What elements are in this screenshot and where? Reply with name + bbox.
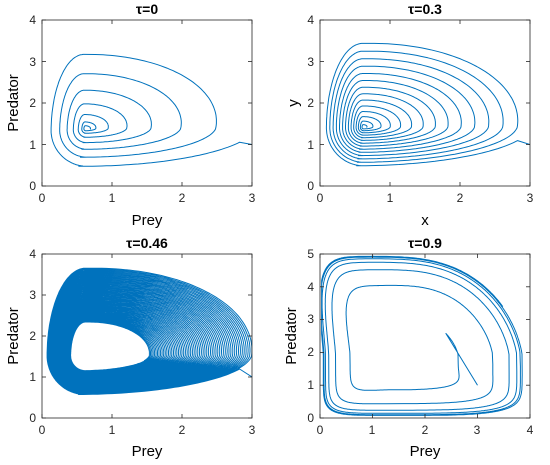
panel-3-xlabel: Prey xyxy=(132,443,163,460)
panel-2-xtick-0: 0 xyxy=(317,191,324,205)
panel-2-ytick-0: 0 xyxy=(307,179,314,193)
panel-4-ytick-5: 5 xyxy=(307,247,314,261)
panel-3-ytick-2: 2 xyxy=(29,329,36,343)
panel-4-xtick-1: 1 xyxy=(369,423,376,437)
panel-2-ytick-2: 2 xyxy=(307,96,314,110)
panel-3-ytick-1: 1 xyxy=(29,370,36,384)
panel-3-ytick-3: 3 xyxy=(29,288,36,302)
panel-1-xtick-0: 0 xyxy=(39,191,46,205)
panel-2-trajectory xyxy=(325,42,530,167)
panel-2-xtick-1: 1 xyxy=(387,191,394,205)
panel-1-trajectory xyxy=(50,53,252,167)
panel-2-xtick-3: 3 xyxy=(527,191,534,205)
panel-4: τ=0.9 0 1 2 3 4 0 1 2 3 4 5 Prey Predato… xyxy=(283,235,534,460)
panel-4-xtick-2: 2 xyxy=(422,423,429,437)
panel-3-ytick-0: 0 xyxy=(29,411,36,425)
panel-3-ylabel: Predator xyxy=(5,307,22,365)
panel-1-xtick-3: 3 xyxy=(249,191,256,205)
panel-1-ylabel: Predator xyxy=(5,74,22,132)
panel-3: τ=0.46 0 1 2 3 0 1 2 3 4 Prey Predator xyxy=(5,235,256,460)
panel-3-xtick-0: 0 xyxy=(39,423,46,437)
panel-4-ytick-4: 4 xyxy=(307,280,314,294)
panel-4-ytick-1: 1 xyxy=(307,378,314,392)
panel-1-ytick-2: 2 xyxy=(29,96,36,110)
panel-4-xtick-4: 4 xyxy=(527,423,534,437)
panel-1-ytick-3: 3 xyxy=(29,55,36,69)
panel-4-ytick-0: 0 xyxy=(307,411,314,425)
panel-1-ytick-1: 1 xyxy=(29,138,36,152)
panel-2-ytick-3: 3 xyxy=(307,55,314,69)
panel-1-title: τ=0 xyxy=(136,1,158,17)
panel-2-title: τ=0.3 xyxy=(408,1,442,17)
panel-3-trajectory xyxy=(46,267,252,395)
panel-1-ytick-0: 0 xyxy=(29,179,36,193)
panel-4-ytick-3: 3 xyxy=(307,312,314,326)
panel-4-xtick-3: 3 xyxy=(474,423,481,437)
panel-4-xtick-0: 0 xyxy=(317,423,324,437)
panel-4-ylabel: Predator xyxy=(283,307,300,365)
panel-1: τ=0 0 1 2 3 0 1 2 3 4 Prey Predator xyxy=(5,1,256,229)
panel-1-frame xyxy=(41,19,253,187)
panel-4-title: τ=0.9 xyxy=(408,235,442,251)
panel-3-xtick-2: 2 xyxy=(179,423,186,437)
panel-4-ytick-2: 2 xyxy=(307,345,314,359)
panel-2-xlabel: x xyxy=(421,212,429,229)
panel-4-frame xyxy=(319,253,531,419)
panel-4-trajectory xyxy=(321,255,523,416)
panel-1-ytick-4: 4 xyxy=(29,13,36,27)
panel-1-xtick-2: 2 xyxy=(179,191,186,205)
panel-3-xtick-1: 1 xyxy=(109,423,116,437)
panel-1-xlabel: Prey xyxy=(132,212,163,229)
panel-3-xtick-3: 3 xyxy=(249,423,256,437)
panel-2-ytick-4: 4 xyxy=(307,13,314,27)
panel-2: τ=0.3 0 1 2 3 0 1 2 3 4 x y xyxy=(285,1,534,229)
panel-3-title: τ=0.46 xyxy=(126,235,168,251)
panel-1-xtick-1: 1 xyxy=(109,191,116,205)
panel-2-ylabel: y xyxy=(285,99,302,107)
panel-2-xtick-2: 2 xyxy=(457,191,464,205)
panel-2-ytick-1: 1 xyxy=(307,138,314,152)
panel-4-xlabel: Prey xyxy=(410,443,441,460)
panel-3-ytick-4: 4 xyxy=(29,247,36,261)
